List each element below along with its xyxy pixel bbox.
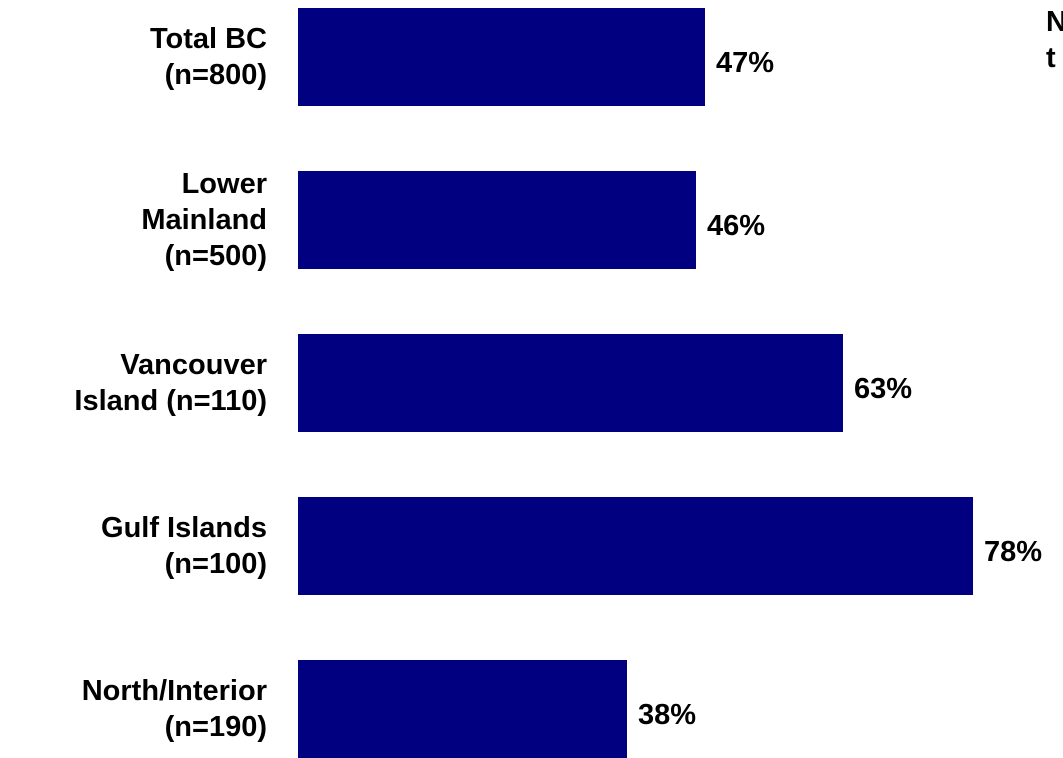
bar (298, 171, 696, 269)
category-label: Gulf Islands (n=100) (101, 512, 267, 580)
value-label: 38% (638, 699, 697, 731)
category-label: Lower Mainland (n=500) (141, 168, 267, 272)
category-label: Vancouver Island (n=110) (74, 349, 267, 417)
bar (298, 497, 973, 595)
category-label: North/Interior (n=190) (81, 675, 267, 743)
value-label: 47% (716, 47, 775, 79)
bar (298, 334, 843, 432)
annotation-text: N t (1046, 6, 1063, 74)
category-label: Total BC (n=800) (149, 23, 267, 91)
value-label: 78% (984, 536, 1043, 568)
value-label: 46% (707, 210, 766, 242)
bar (298, 8, 705, 106)
bar (298, 660, 627, 758)
value-label: 63% (854, 373, 913, 405)
